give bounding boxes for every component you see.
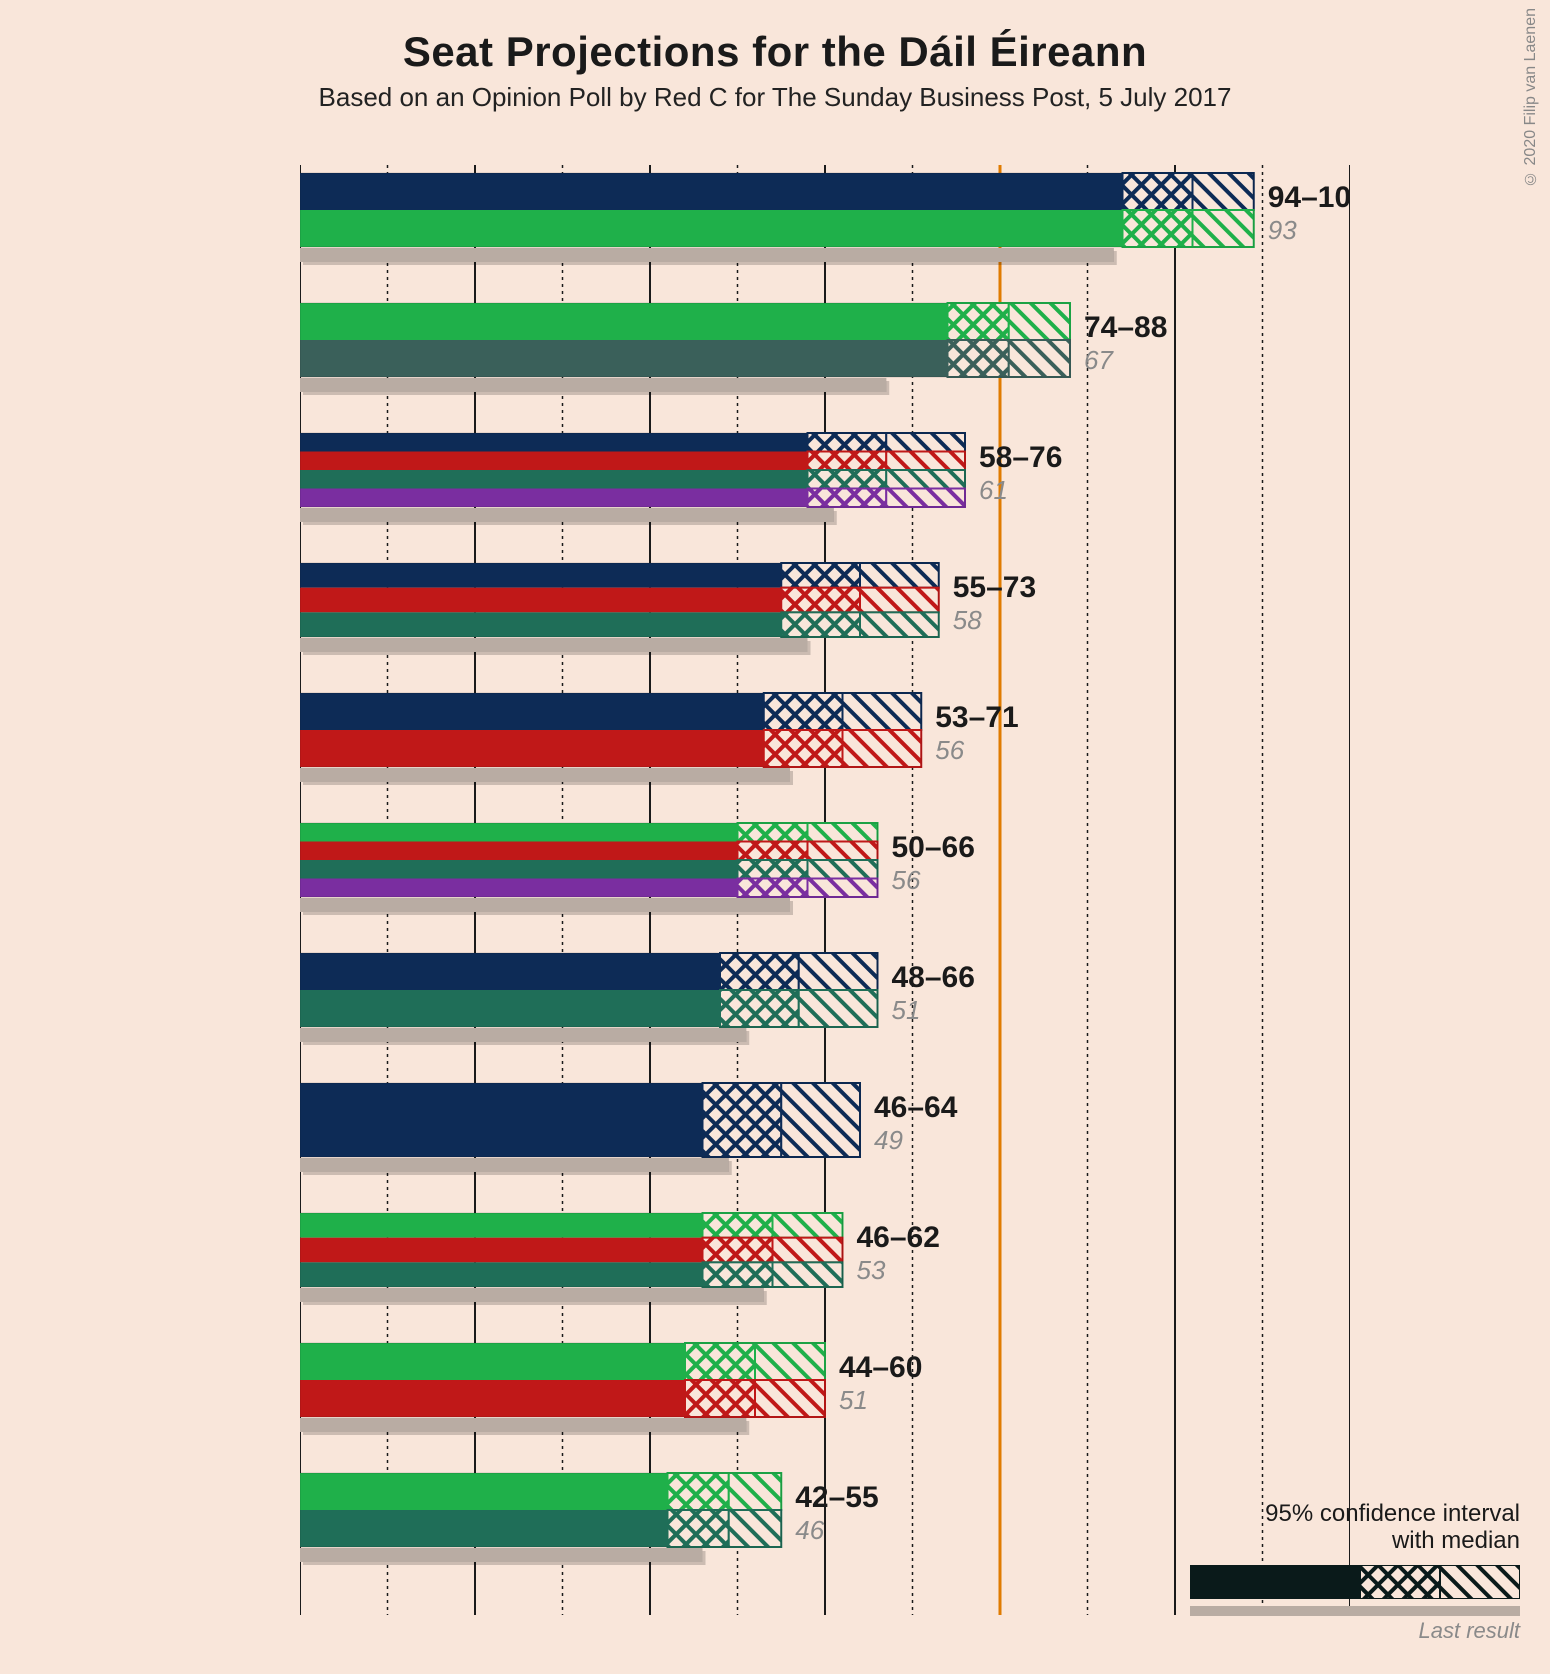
legend-line1: 95% confidence interval [1265,1500,1520,1527]
last-value: 67 [1084,345,1114,375]
last-value: 93 [1268,215,1297,245]
range-value: 94–109 [1268,181,1350,214]
legend-line2: with median [1392,1527,1520,1554]
bar-row: FG – Lab – GP55–7358 [300,555,1036,685]
seat-projection-chart: FG – FF94–10993FF – SF74–8867FG – Lab – … [300,150,1350,1650]
range-value: 44–60 [839,1351,922,1384]
bar-row: FF – Lab – GP46–6253 [300,1205,940,1335]
last-value: 51 [839,1385,868,1415]
last-value: 58 [953,605,982,635]
bar-row: FF – Lab44–6051 [300,1335,922,1465]
bar-row: FF – GP42–5546 [300,1465,879,1595]
range-value: 42–55 [795,1481,878,1514]
legend-bar [1190,1565,1520,1599]
last-value: 53 [857,1255,886,1285]
chart-title: Seat Projections for the Dáil Éireann [0,0,1550,76]
last-value: 61 [979,475,1008,505]
copyright-text: © 2020 Filip van Laenen [1522,8,1540,187]
range-value: 58–76 [979,441,1062,474]
bar-row: FG – Lab – GP – SD58–7661 [300,425,1062,555]
bar-row: FG – GP48–6651 [300,945,975,1075]
legend: 95% confidence interval with median Last… [1190,1500,1520,1644]
range-value: 74–88 [1084,311,1167,344]
bar-row: FG46–6449 [300,1075,958,1205]
range-value: 50–66 [892,831,975,864]
bar-row: FF – Lab – GP – SD50–6656 [300,815,975,945]
range-value: 55–73 [953,571,1036,604]
last-value: 56 [892,865,921,895]
legend-last-label: Last result [1190,1618,1520,1644]
legend-lastbar [1190,1606,1520,1616]
range-value: 53–71 [935,701,1018,734]
last-value: 49 [874,1125,903,1155]
last-value: 56 [935,735,964,765]
bar-row: FF – SF74–8867 [300,295,1167,425]
last-value: 46 [795,1515,824,1545]
chart-subtitle: Based on an Opinion Poll by Red C for Th… [0,82,1550,113]
range-value: 48–66 [892,961,975,994]
last-value: 51 [892,995,921,1025]
range-value: 46–62 [857,1221,940,1254]
range-value: 46–64 [874,1091,958,1124]
bar-row: FG – Lab53–7156 [300,685,1019,815]
